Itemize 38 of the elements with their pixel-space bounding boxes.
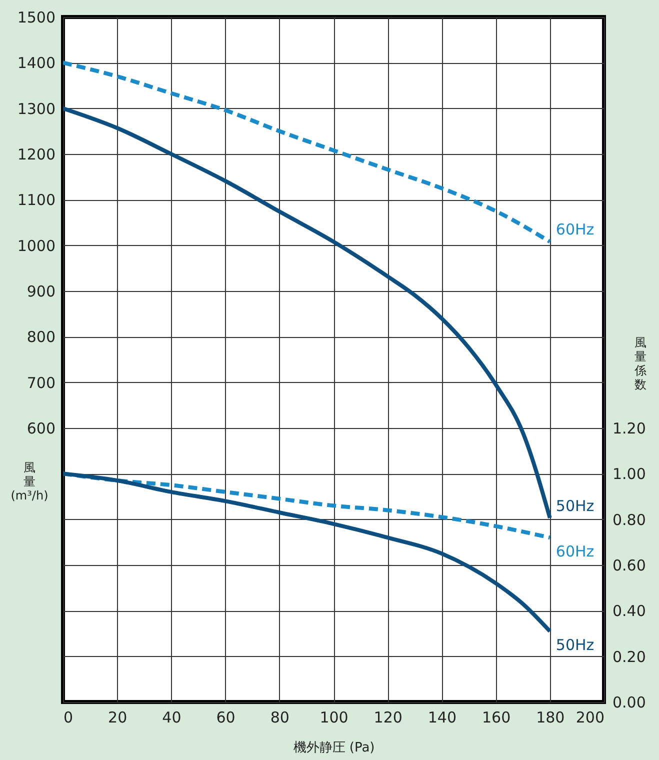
- x-tick-label: 160: [482, 708, 511, 726]
- y2-tick-label: 0.80: [612, 510, 646, 529]
- y-axis-title: 風量 (m³/h): [10, 460, 48, 502]
- y-tick-label: 1300: [17, 100, 56, 118]
- series-label: 60Hz: [556, 542, 594, 561]
- x-tick-label: 180: [536, 708, 565, 726]
- y2-tick-label: 0.20: [612, 648, 646, 666]
- y-tick-label: 600: [26, 420, 56, 438]
- x-tick-label: 40: [162, 708, 182, 726]
- y2-tick-label: 1.20: [612, 420, 646, 438]
- y-tick-label: 700: [26, 374, 56, 392]
- series-label: 50Hz: [556, 496, 594, 515]
- y2-axis-title: 風量係数: [634, 336, 646, 392]
- x-tick-label: 100: [320, 708, 348, 726]
- y-tick-label: 1000: [17, 236, 56, 255]
- y2-tick-label: 1.00: [612, 465, 646, 484]
- x-tick-label: 20: [108, 708, 128, 726]
- y-tick-label: 1100: [17, 191, 56, 210]
- y2-tick-label: 0.00: [612, 694, 646, 712]
- y2-tick-label: 0.60: [612, 556, 646, 574]
- line-series: [63, 60, 552, 244]
- series-label: 50Hz: [556, 636, 594, 654]
- y2-tick-label: 0.40: [612, 602, 646, 620]
- x-tick-label: 60: [216, 708, 236, 726]
- x-tick-label: 80: [270, 708, 290, 726]
- x-tick-label: 0: [64, 708, 74, 726]
- series-label: 60Hz: [556, 220, 594, 239]
- y-tick-label: 900: [26, 282, 56, 300]
- x-tick-label: 120: [374, 708, 402, 726]
- y-tick-label: 1200: [17, 146, 56, 164]
- y-tick-label: 800: [26, 328, 56, 346]
- y-tick-label: 1400: [17, 54, 56, 72]
- line-series: [63, 106, 552, 520]
- y-tick-label: 1500: [17, 8, 56, 26]
- x-axis-title: 機外静圧 (Pa): [293, 740, 375, 756]
- x-tick-label: 200: [576, 708, 604, 726]
- line-series: [63, 472, 552, 634]
- x-tick-label: 140: [428, 708, 457, 726]
